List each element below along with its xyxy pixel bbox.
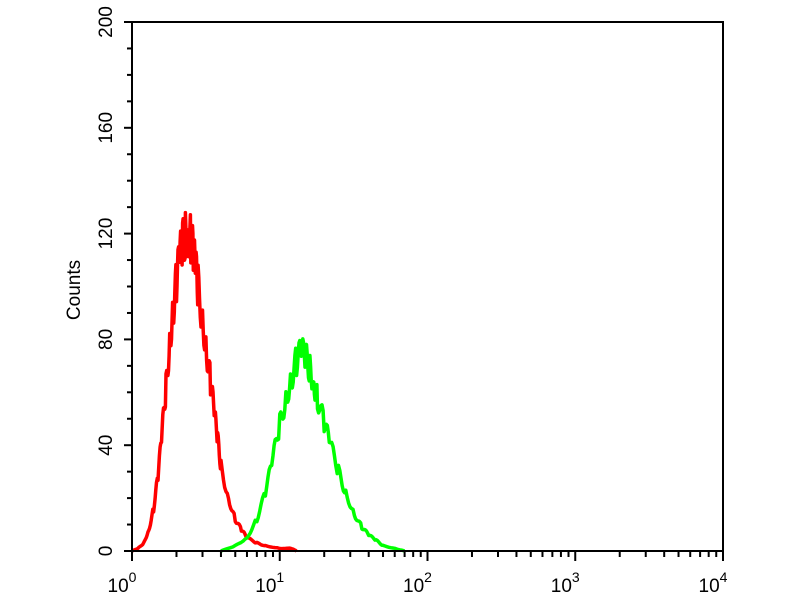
series-layer (131, 210, 406, 553)
x-tick-label: 100 (108, 569, 137, 597)
x-tick-label: 101 (255, 569, 284, 597)
x-tick-label: 104 (699, 569, 728, 597)
y-tick-label: 200 (96, 6, 117, 38)
y-tick-label: 160 (96, 112, 117, 144)
x-tick-labels: 100 101 102 103 104 (108, 569, 728, 597)
x-tick-label: 102 (403, 569, 432, 597)
y-tick-label: 0 (96, 546, 117, 557)
y-tick-label: 120 (96, 218, 117, 250)
axis-ticks (124, 21, 724, 561)
series-2-line (220, 337, 406, 553)
y-axis-label: Counts (64, 260, 85, 320)
series-1-line (131, 210, 298, 553)
y-tick-label: 80 (96, 329, 117, 350)
x-tick-label: 103 (551, 569, 580, 597)
y-tick-labels: 0 40 80 120 160 200 (96, 6, 117, 556)
y-tick-label: 40 (96, 435, 117, 456)
